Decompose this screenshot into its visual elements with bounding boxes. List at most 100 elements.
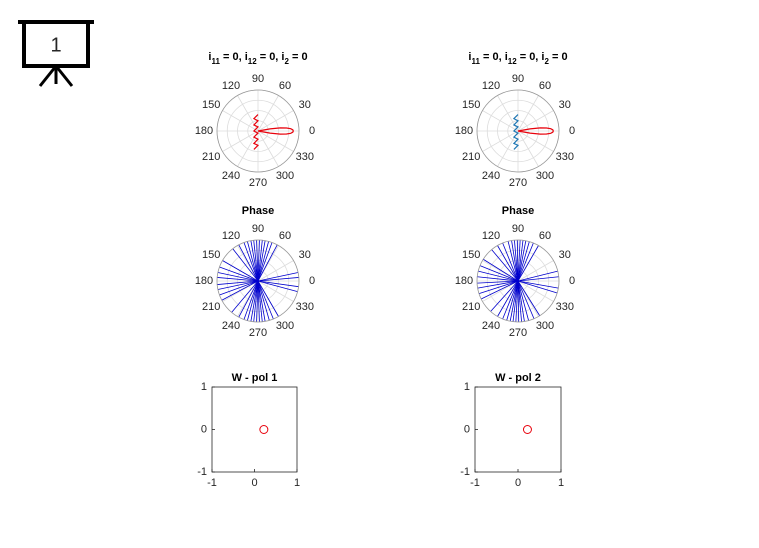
theta-tick-label: 30 [299,99,311,111]
x-tick-label: -1 [470,477,480,489]
phase-line [243,280,259,320]
icon-leg [54,65,74,87]
grid-spoke [257,130,279,167]
theta-tick-label: 150 [462,99,480,111]
title-part: = 0, i [220,51,248,63]
title-subscript: 11 [211,57,220,66]
grid-spoke [517,260,554,282]
phase-line [491,249,519,282]
phase-line [257,272,299,282]
pattern-line [512,114,520,150]
chart-title: i11 = 0, i12 = 0, i2 = 0 [208,51,307,66]
theta-tick-label: 150 [202,99,220,111]
theta-tick-label: 270 [509,327,527,339]
phase-line [257,240,266,282]
grid-spoke [517,280,554,302]
phase-line [502,280,519,320]
phase-line [222,260,259,282]
grid-spoke [482,110,519,132]
title-part: i [468,51,471,63]
theta-tick-label: 180 [195,125,213,137]
phase-line [243,242,259,282]
slide-icon: 1 [18,20,94,87]
polar-outline [216,89,300,173]
phase-line [517,280,558,294]
phase-line [253,240,259,282]
theta-tick-label: 0 [309,125,315,137]
grid-spoke [257,260,294,282]
title-subscript: 2 [544,57,549,66]
phase-line [247,280,259,321]
phase-line [257,277,299,282]
chart-title: W - pol 1 [232,372,278,384]
icon-leg [38,65,58,87]
axes-box [474,386,562,473]
x-tick-label: 1 [294,477,300,489]
theta-tick-label: 0 [309,275,315,287]
phase-line [511,240,519,282]
phase-line [512,280,519,322]
title-part: = 0, i [257,51,285,63]
y-tick-label: -1 [197,466,207,478]
phase-line [478,280,519,295]
theta-tick-label: 180 [195,275,213,287]
x-tick-label: 0 [515,477,521,489]
theta-tick-label: 90 [512,73,524,85]
chart-title: Phase [242,205,274,217]
phase-line [217,280,259,285]
theta-tick-label: 270 [509,177,527,189]
theta-tick-label: 300 [276,320,294,332]
title-part: = 0 [289,51,308,63]
phase-line [219,266,259,282]
phase-line [256,280,259,322]
phase-line [517,240,527,282]
phase-line [217,277,259,282]
phase-line [517,280,559,289]
phase-line [257,244,278,282]
theta-tick-label: 210 [202,301,220,313]
point [522,425,532,434]
x-tick-label: 1 [558,477,564,489]
phase-line [509,280,519,322]
phase-line [256,240,259,282]
phase-line [517,280,525,322]
title-part: i [208,51,211,63]
theta-tick-label: 210 [462,151,480,163]
grid-spoke [222,110,259,132]
polar-outline [216,239,300,323]
theta-tick-label: 300 [536,320,554,332]
x-tick-label: 0 [251,477,257,489]
phase-line [497,280,519,317]
phase-line [506,280,519,321]
grid-spoke [482,280,519,302]
theta-tick-label: 60 [279,80,291,92]
phase-line [517,241,530,282]
phase-line [517,280,522,322]
phase-line [480,280,519,300]
phase-line [257,280,260,322]
grid-spoke [257,110,294,132]
phase-line [490,280,519,312]
phase-line [515,280,519,322]
phase-line [516,239,519,282]
phase-line [477,280,519,284]
phase-line [238,280,259,318]
theta-tick-label: 240 [482,170,500,182]
phase-line [257,240,263,282]
theta-tick-label: 60 [539,230,551,242]
y-tick-label: 0 [464,423,470,435]
phase-line [502,242,519,282]
grid-spoke [257,95,279,132]
phase-line [517,280,520,323]
phase-line [479,265,519,282]
theta-tick-label: 270 [249,177,267,189]
phase-line [517,276,559,282]
chart-title: Phase [502,205,534,217]
phase-line [517,242,534,282]
grid-spoke [482,130,519,152]
theta-tick-label: 120 [482,80,500,92]
theta-tick-label: 30 [299,249,311,261]
chart-title: W - pol 2 [495,372,541,384]
phase-line [257,241,269,282]
phase-line [219,280,259,296]
